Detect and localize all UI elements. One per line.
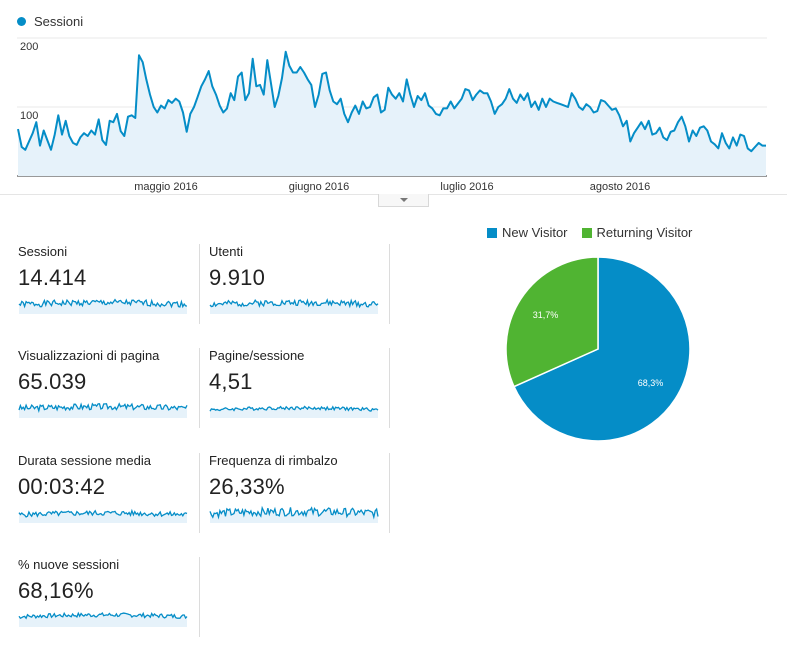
y-tick-200: 200 (20, 41, 38, 53)
metric-value: 00:03:42 (18, 474, 106, 499)
tile-separator (389, 348, 390, 428)
sparkline-line (209, 405, 379, 412)
pie-slice-label: 31,7% (533, 310, 559, 320)
pie-slice-new-visitor[interactable] (513, 256, 691, 442)
metric-new-sessions[interactable]: % nuove sessioni 68,16% (18, 557, 198, 637)
legend-label: Sessioni (34, 14, 84, 29)
metric-pages-per-session[interactable]: Pagine/sessione 4,51 (209, 348, 389, 428)
metric-value: 4,51 (209, 369, 253, 394)
sparkline (209, 405, 379, 418)
sparkline-area (19, 299, 187, 314)
metric-pageviews[interactable]: Visualizzazioni di pagina 65.039 (18, 348, 198, 428)
tile-separator (199, 453, 200, 533)
legend-label: Returning Visitor (596, 225, 693, 240)
metric-sessions[interactable]: Sessioni 14.414 (18, 244, 198, 324)
x-label-august: agosto 2016 (590, 181, 651, 193)
tile-separator (199, 244, 200, 324)
tile-separator (199, 348, 200, 428)
metric-avg-session-duration[interactable]: Durata sessione media 00:03:42 (18, 453, 198, 533)
legend-item-returning-visitor[interactable]: Returning Visitor (581, 225, 693, 240)
metric-label: Frequenza di rimbalzo (209, 453, 338, 468)
sparkline-area (210, 406, 378, 418)
tile-separator (389, 244, 390, 324)
sparkline (18, 402, 188, 418)
sparkline-area (19, 510, 187, 523)
metric-label: % nuove sessioni (18, 557, 120, 572)
metric-bounce-rate[interactable]: Frequenza di rimbalzo 26,33% (209, 453, 389, 533)
chart-legend[interactable]: Sessioni (17, 14, 83, 29)
pie-slice-returning-visitor[interactable] (505, 256, 599, 388)
sparkline (18, 298, 188, 314)
sparkline-line (18, 611, 188, 620)
metric-value: 14.414 (18, 265, 87, 290)
metric-value: 68,16% (18, 578, 94, 603)
chevron-down-icon (399, 198, 408, 202)
metric-value: 65.039 (18, 369, 87, 394)
visitor-type-pie-chart[interactable]: 68,3% 31,7% (500, 254, 696, 450)
x-label-june: giugno 2016 (289, 181, 350, 193)
sparkline (209, 298, 379, 314)
sparkline-line (18, 508, 188, 518)
sparkline-line (18, 298, 188, 309)
metric-label: Utenti (209, 244, 243, 259)
sessions-line-chart[interactable]: 200 100 maggio 2016 giugno 2016 luglio 2… (0, 30, 800, 195)
legend-swatch (581, 227, 592, 238)
sparkline (18, 611, 188, 627)
metric-value: 26,33% (209, 474, 285, 499)
tile-separator (389, 453, 390, 533)
legend-swatch (487, 227, 497, 238)
metric-label: Durata sessione media (18, 453, 151, 468)
x-label-may: maggio 2016 (134, 181, 198, 193)
metric-users[interactable]: Utenti 9.910 (209, 244, 389, 324)
sessions-line (17, 50, 766, 153)
collapse-chart-button[interactable] (378, 194, 429, 207)
pie-legend: New Visitor Returning Visitor (487, 225, 692, 240)
tile-separator (199, 557, 200, 637)
sessions-area (18, 51, 766, 176)
pie-slice-label: 68,3% (638, 378, 664, 388)
sparkline (18, 508, 188, 523)
metric-label: Pagine/sessione (209, 348, 305, 363)
y-tick-100: 100 (20, 110, 38, 122)
series-color-dot (17, 17, 26, 26)
sparkline-line (18, 402, 188, 414)
sparkline (209, 505, 379, 523)
sparkline-line (209, 298, 379, 309)
metric-label: Visualizzazioni di pagina (18, 348, 160, 363)
x-label-july: luglio 2016 (440, 181, 493, 193)
legend-item-new-visitor[interactable]: New Visitor (487, 225, 568, 240)
legend-label: New Visitor (502, 225, 568, 240)
metric-label: Sessioni (18, 244, 68, 259)
metric-value: 9.910 (209, 265, 266, 290)
sparkline-line (209, 505, 379, 520)
